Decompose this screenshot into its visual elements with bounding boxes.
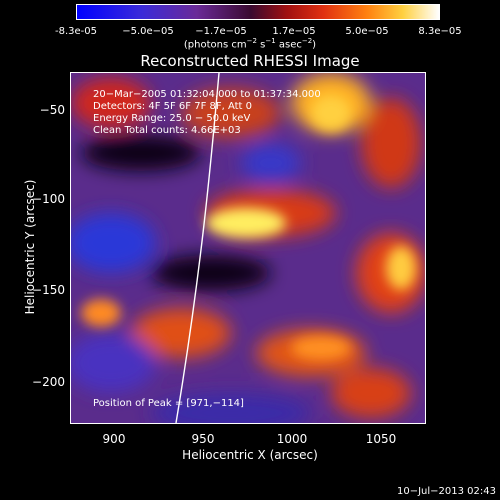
time-range-text: 20−Mar−2005 01:32:04.000 to 01:37:34.000 xyxy=(93,89,321,100)
y-tick-label: −100 xyxy=(32,192,65,206)
y-tick-label: −150 xyxy=(32,283,65,297)
x-tick-label: 900 xyxy=(102,432,126,446)
x-tick-label: 1050 xyxy=(365,432,397,446)
y-tick-label: −200 xyxy=(32,375,65,389)
colorbar-tick: −1.7e−05 xyxy=(195,26,247,37)
image-title: Reconstructed RHESSI Image xyxy=(140,52,360,70)
colorbar-tick: 8.3e−05 xyxy=(418,26,462,37)
x-axis-label: Heliocentric X (arcsec) xyxy=(182,448,318,462)
colorbar-tick: −5.0e−05 xyxy=(122,26,174,37)
x-tick-label: 950 xyxy=(191,432,215,446)
colorbar-tick: 5.0e−05 xyxy=(345,26,389,37)
image-plot: 20−Mar−2005 01:32:04.000 to 01:37:34.000… xyxy=(70,72,426,424)
heatmap-image xyxy=(71,73,425,423)
colorbar xyxy=(76,4,440,20)
y-tick-label: −50 xyxy=(39,103,65,117)
clean-counts-text: Clean Total counts: 4.66E+03 xyxy=(93,125,241,136)
energy-range-text: Energy Range: 25.0 − 50.0 keV xyxy=(93,113,251,124)
colorbar-tick: -8.3e-05 xyxy=(55,26,97,37)
colorbar-tick: 1.7e−05 xyxy=(272,26,316,37)
peak-position-text: Position of Peak = [971,−114] xyxy=(93,398,244,409)
x-tick-label: 1000 xyxy=(276,432,308,446)
y-axis-label: Heliocentric Y (arcsec) xyxy=(23,179,37,315)
detectors-text: Detectors: 4F 5F 6F 7F 8F, Att 0 xyxy=(93,101,253,112)
colorbar-units: (photons cm−2 s−1 asec−2) xyxy=(183,37,317,51)
footer-timestamp: 10−Jul−2013 02:43 xyxy=(397,486,496,497)
